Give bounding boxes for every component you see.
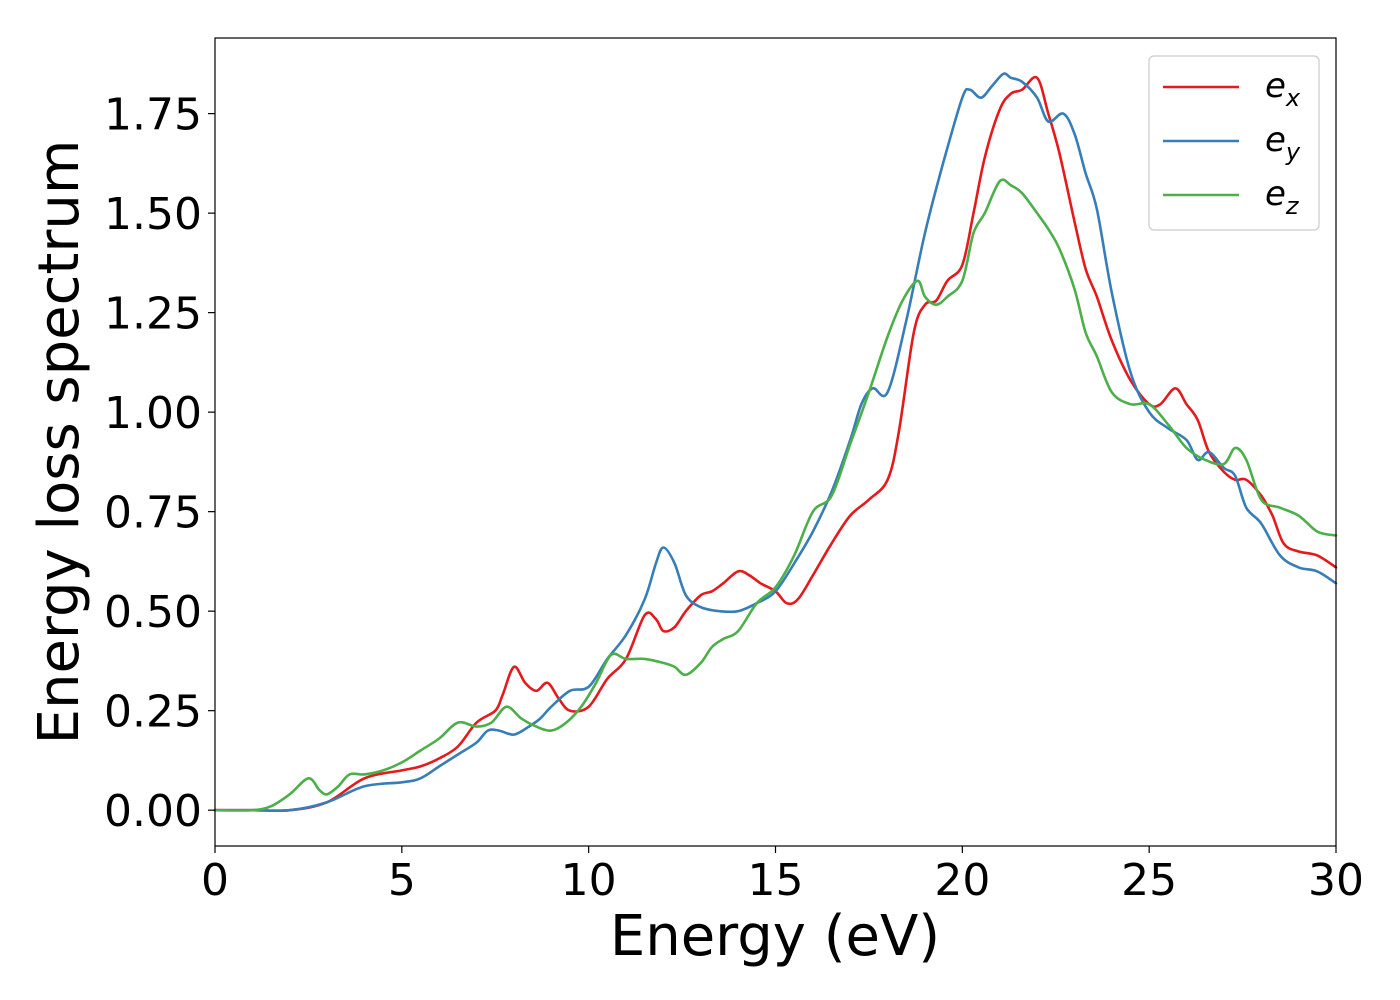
y-tick-label: 0.50	[104, 587, 202, 638]
legend-label-z: ez	[1265, 174, 1300, 220]
y-axis-label: Energy loss spectrum	[27, 140, 92, 745]
x-tick-label: 0	[201, 855, 229, 906]
legend-label-y: ey	[1265, 120, 1301, 166]
x-tick-label: 5	[388, 855, 416, 906]
y-axis: 0.00 0.25 0.50 0.75 1.00 1.25 1.50 1.75	[104, 90, 215, 837]
y-tick-label: 0.00	[104, 786, 202, 837]
x-tick-label: 15	[748, 855, 804, 906]
y-tick-label: 1.25	[104, 289, 202, 340]
y-tick-label: 1.00	[104, 388, 202, 439]
plot-lines	[213, 72, 1338, 813]
legend: ex ey ez	[1148, 55, 1320, 231]
x-axis: 0 5 10 15 20 25 30	[201, 846, 1364, 906]
x-axis-label: Energy (eV)	[610, 904, 940, 969]
y-tick-label: 1.75	[104, 90, 202, 141]
x-tick-label: 10	[561, 855, 617, 906]
x-tick-label: 25	[1121, 855, 1177, 906]
series-line-e-z	[213, 178, 1338, 812]
y-tick-label: 1.50	[104, 189, 202, 240]
legend-label-x: ex	[1265, 66, 1301, 112]
y-tick-label: 0.75	[104, 488, 202, 539]
y-tick-label: 0.25	[104, 687, 202, 738]
series-line-e-x	[213, 75, 1338, 813]
series-line-e-y	[213, 72, 1338, 813]
legend-box	[1148, 55, 1320, 231]
x-tick-label: 20	[934, 855, 990, 906]
x-tick-label: 30	[1308, 855, 1364, 906]
